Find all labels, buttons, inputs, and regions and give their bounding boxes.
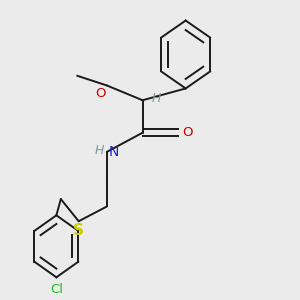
Text: O: O <box>182 126 192 139</box>
Text: Cl: Cl <box>50 283 63 296</box>
Text: N: N <box>108 145 119 159</box>
Text: H: H <box>152 92 161 105</box>
Text: S: S <box>73 223 84 238</box>
Text: H: H <box>95 144 104 157</box>
Text: O: O <box>95 87 105 100</box>
